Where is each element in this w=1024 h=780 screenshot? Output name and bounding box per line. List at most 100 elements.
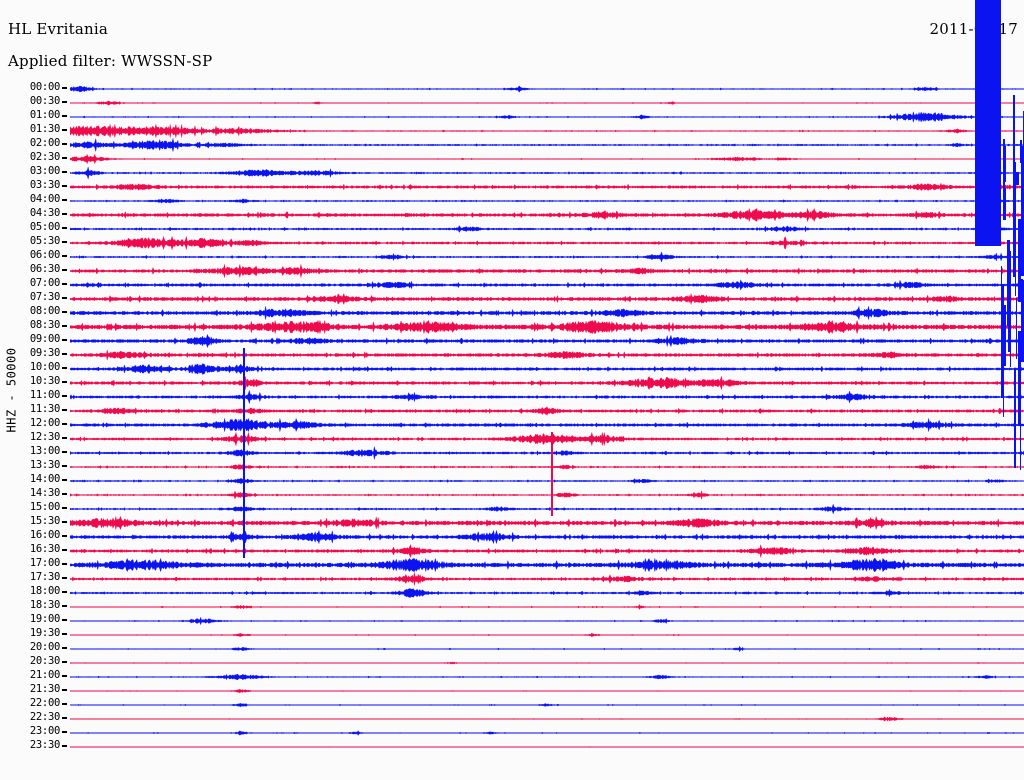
- trace-time-label: 15:30: [29, 515, 60, 527]
- trace-row[interactable]: 00:00: [0, 81, 1024, 96]
- trace-row[interactable]: 14:30: [0, 487, 1024, 502]
- trace-row[interactable]: 17:00: [0, 557, 1024, 572]
- trace-tick-mark: [62, 115, 67, 117]
- trace-row[interactable]: 12:00: [0, 417, 1024, 432]
- trace-waveform: [70, 572, 1024, 586]
- trace-time-label: 15:00: [29, 501, 60, 513]
- trace-row[interactable]: 10:00: [0, 361, 1024, 376]
- trace-waveform: [70, 82, 1024, 96]
- trace-time-label: 20:00: [29, 641, 60, 653]
- trace-tick-mark: [62, 507, 67, 509]
- trace-time-label: 23:30: [29, 739, 60, 751]
- trace-row[interactable]: 11:00: [0, 389, 1024, 404]
- trace-row[interactable]: 13:30: [0, 459, 1024, 474]
- trace-waveform: [70, 348, 1024, 362]
- trace-row[interactable]: 15:00: [0, 501, 1024, 516]
- trace-row[interactable]: 04:00: [0, 193, 1024, 208]
- trace-row[interactable]: 03:30: [0, 179, 1024, 194]
- trace-row[interactable]: 02:30: [0, 151, 1024, 166]
- trace-time-label: 16:30: [29, 543, 60, 555]
- trace-row[interactable]: 16:00: [0, 529, 1024, 544]
- trace-row[interactable]: 15:30: [0, 515, 1024, 530]
- trace-row[interactable]: 08:00: [0, 305, 1024, 320]
- trace-row[interactable]: 06:00: [0, 249, 1024, 264]
- trace-waveform: [70, 180, 1024, 194]
- trace-row[interactable]: 01:30: [0, 123, 1024, 138]
- trace-waveform: [70, 474, 1024, 488]
- trace-tick-mark: [62, 493, 67, 495]
- saturated-blue-event-tail: [1015, 172, 1019, 186]
- trace-tick-mark: [62, 605, 67, 607]
- trace-time-label: 20:30: [29, 655, 60, 667]
- trace-row[interactable]: 20:00: [0, 641, 1024, 656]
- trace-row[interactable]: 18:00: [0, 585, 1024, 600]
- trace-time-label: 17:30: [29, 571, 60, 583]
- trace-row[interactable]: 21:00: [0, 669, 1024, 684]
- trace-time-label: 05:00: [29, 221, 60, 233]
- trace-row[interactable]: 23:30: [0, 739, 1024, 754]
- trace-waveform: [70, 194, 1024, 208]
- helicorder-plot[interactable]: 00:00 00:30 01:00 01:30 02:00 02:30 03:00 03:30…: [0, 81, 1024, 772]
- trace-row[interactable]: 22:30: [0, 711, 1024, 726]
- trace-waveform: [70, 586, 1024, 600]
- trace-time-label: 13:00: [29, 445, 60, 457]
- trace-row[interactable]: 03:00: [0, 165, 1024, 180]
- trace-tick-mark: [62, 745, 67, 747]
- trace-tick-mark: [62, 171, 67, 173]
- trace-waveform: [70, 208, 1024, 222]
- trace-time-label: 07:30: [29, 291, 60, 303]
- trace-row[interactable]: 19:30: [0, 627, 1024, 642]
- saturated-blue-event-tail: [1019, 139, 1022, 163]
- trace-row[interactable]: 00:30: [0, 95, 1024, 110]
- trace-row[interactable]: 09:00: [0, 333, 1024, 348]
- trace-waveform: [70, 516, 1024, 530]
- trace-row[interactable]: 13:00: [0, 445, 1024, 460]
- trace-row[interactable]: 18:30: [0, 599, 1024, 614]
- trace-waveform: [70, 292, 1024, 306]
- trace-time-label: 05:30: [29, 235, 60, 247]
- trace-row[interactable]: 17:30: [0, 571, 1024, 586]
- trace-waveform: [70, 264, 1024, 278]
- trace-row[interactable]: 01:00: [0, 109, 1024, 124]
- saturated-blue-event-tail: [1013, 368, 1016, 469]
- saturated-blue-event-overflow: [974, 0, 1001, 82]
- trace-row[interactable]: 20:30: [0, 655, 1024, 670]
- trace-row[interactable]: 22:00: [0, 697, 1024, 712]
- trace-row[interactable]: 04:30: [0, 207, 1024, 222]
- trace-time-label: 02:30: [29, 151, 60, 163]
- saturated-blue-event-tail: [1002, 187, 1006, 221]
- trace-row[interactable]: 19:00: [0, 613, 1024, 628]
- saturated-blue-event-tail: [1009, 316, 1011, 367]
- saturated-blue-event-tail: [1019, 365, 1021, 471]
- trace-tick-mark: [62, 591, 67, 593]
- trace-row[interactable]: 12:30: [0, 431, 1024, 446]
- trace-row[interactable]: 08:30: [0, 319, 1024, 334]
- trace-row[interactable]: 05:00: [0, 221, 1024, 236]
- trace-time-label: 00:00: [29, 81, 60, 93]
- trace-row[interactable]: 06:30: [0, 263, 1024, 278]
- trace-row[interactable]: 05:30: [0, 235, 1024, 250]
- trace-row[interactable]: 11:30: [0, 403, 1024, 418]
- trace-row[interactable]: 02:00: [0, 137, 1024, 152]
- trace-row[interactable]: 14:00: [0, 473, 1024, 488]
- trace-tick-mark: [62, 479, 67, 481]
- trace-row[interactable]: 07:30: [0, 291, 1024, 306]
- trace-waveform: [70, 642, 1024, 656]
- trace-waveform: [70, 600, 1024, 614]
- trace-tick-mark: [62, 563, 67, 565]
- trace-row[interactable]: 09:30: [0, 347, 1024, 362]
- trace-row[interactable]: 21:30: [0, 683, 1024, 698]
- trace-waveform: [70, 166, 1024, 180]
- trace-row[interactable]: 23:00: [0, 725, 1024, 740]
- trace-tick-mark: [62, 269, 67, 271]
- trace-tick-mark: [62, 451, 67, 453]
- trace-time-label: 22:00: [29, 697, 60, 709]
- trace-tick-mark: [62, 675, 67, 677]
- trace-row[interactable]: 07:00: [0, 277, 1024, 292]
- trace-waveform: [70, 250, 1024, 264]
- trace-tick-mark: [62, 619, 67, 621]
- trace-tick-mark: [62, 689, 67, 691]
- trace-row[interactable]: 16:30: [0, 543, 1024, 558]
- trace-row[interactable]: 10:30: [0, 375, 1024, 390]
